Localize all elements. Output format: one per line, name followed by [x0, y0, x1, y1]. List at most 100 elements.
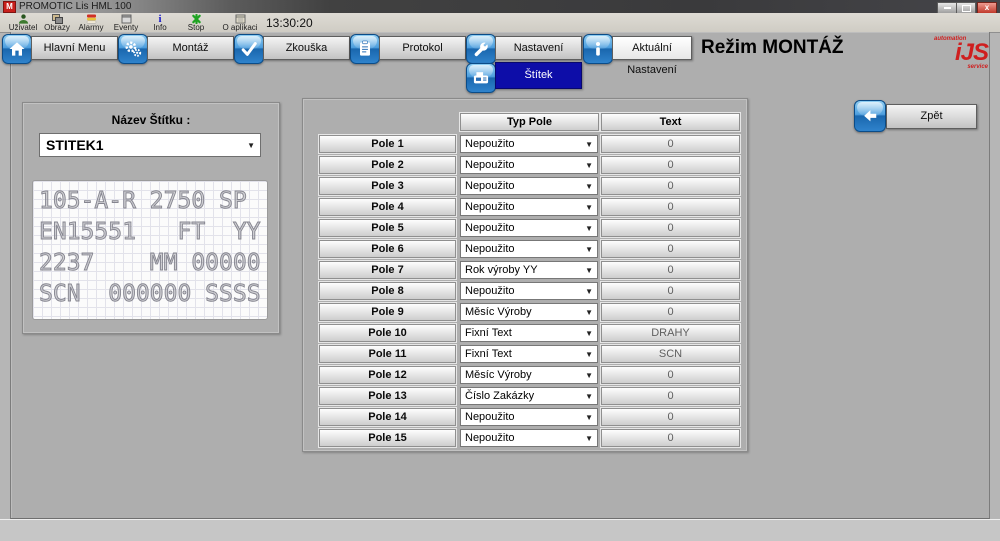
field-label-button[interactable]: Pole 6 — [319, 240, 456, 258]
table-row: Pole 7 Rok výroby YY ▼ 0 — [303, 261, 747, 279]
nav-hlavni-menu-button[interactable]: Hlavní Menu — [31, 36, 118, 60]
table-body: Pole 1 Nepoužito ▼ 0 Pole 2 Nepoužito ▼ … — [303, 135, 747, 450]
chevron-down-icon: ▼ — [585, 307, 593, 317]
events-icon — [103, 14, 149, 24]
nav-protokol-button[interactable]: Protokol — [379, 36, 466, 60]
field-text-input[interactable]: 0 — [601, 429, 740, 447]
field-type-dropdown[interactable]: Nepoužito ▼ — [460, 135, 598, 153]
field-type-value: Nepoužito — [465, 411, 515, 423]
toolbar-item-o-aplikaci[interactable]: O aplikaci — [212, 13, 268, 32]
nav-montaz-button[interactable]: Montáž — [147, 36, 234, 60]
maximize-icon — [961, 4, 971, 12]
field-type-dropdown[interactable]: Nepoužito ▼ — [460, 156, 598, 174]
field-label-button[interactable]: Pole 2 — [319, 156, 456, 174]
clipboard-icon[interactable] — [350, 34, 380, 64]
nav-zkouska-button[interactable]: Zkouška — [263, 36, 350, 60]
home-icon[interactable] — [2, 34, 32, 64]
field-type-dropdown[interactable]: Číslo Zakázky ▼ — [460, 387, 598, 405]
field-label-button[interactable]: Pole 11 — [319, 345, 456, 363]
field-text-input[interactable]: 0 — [601, 156, 740, 174]
toolbar-item-uzivatel[interactable]: Uživatel — [0, 13, 46, 32]
subtab-stitek[interactable]: Štítek — [495, 62, 582, 89]
column-header-typ-pole: Typ Pole — [460, 113, 599, 131]
field-label-button[interactable]: Pole 3 — [319, 177, 456, 195]
nav-nastaveni-button[interactable]: Nastavení — [495, 36, 582, 60]
toolbar: Uživatel Obrazy Alarmy Eventy i Info Sto… — [0, 13, 1000, 33]
table-row: Pole 15 Nepoužito ▼ 0 — [303, 429, 747, 447]
field-text-input[interactable]: DRAHY — [601, 324, 740, 342]
back-button[interactable]: Zpět — [886, 104, 977, 129]
field-text-input[interactable]: 0 — [601, 177, 740, 195]
field-type-dropdown[interactable]: Měsíc Výroby ▼ — [460, 366, 598, 384]
field-type-value: Nepoužito — [465, 432, 515, 444]
field-label-button[interactable]: Pole 14 — [319, 408, 456, 426]
field-type-value: Fixní Text — [465, 327, 512, 339]
field-type-value: Nepoužito — [465, 180, 515, 192]
field-text-input[interactable]: 0 — [601, 219, 740, 237]
field-label-button[interactable]: Pole 7 — [319, 261, 456, 279]
back-arrow-icon[interactable] — [854, 100, 886, 132]
toolbar-item-stop[interactable]: Stop — [173, 13, 219, 32]
table-row: Pole 8 Nepoužito ▼ 0 — [303, 282, 747, 300]
nav-aktualni-nastaveni-button[interactable]: Aktuální Nastavení — [612, 36, 692, 76]
images-icon — [34, 14, 80, 24]
field-type-value: Nepoužito — [465, 285, 515, 297]
gears-icon[interactable] — [118, 34, 148, 64]
field-text-input[interactable]: 0 — [601, 282, 740, 300]
toolbar-item-obrazy[interactable]: Obrazy — [34, 13, 80, 32]
label-name-select[interactable]: STITEK1 ▼ — [39, 133, 261, 157]
info-badge-icon[interactable] — [583, 34, 613, 64]
column-header-text: Text — [601, 113, 740, 131]
chevron-down-icon: ▼ — [247, 140, 255, 150]
field-label-button[interactable]: Pole 1 — [319, 135, 456, 153]
field-text-input[interactable]: SCN — [601, 345, 740, 363]
wrench-icon[interactable] — [466, 34, 496, 64]
field-label-button[interactable]: Pole 12 — [319, 366, 456, 384]
chevron-down-icon: ▼ — [585, 370, 593, 380]
field-type-dropdown[interactable]: Nepoužito ▼ — [460, 408, 598, 426]
field-text-input[interactable]: 0 — [601, 135, 740, 153]
field-text-input[interactable]: 0 — [601, 408, 740, 426]
field-text-input[interactable]: 0 — [601, 366, 740, 384]
field-label-button[interactable]: Pole 4 — [319, 198, 456, 216]
chevron-down-icon: ▼ — [585, 244, 593, 254]
field-type-value: Nepoužito — [465, 159, 515, 171]
field-text-input[interactable]: 0 — [601, 198, 740, 216]
field-label-button[interactable]: Pole 8 — [319, 282, 456, 300]
window-bottom-frame — [0, 519, 1000, 541]
field-text-input[interactable]: 0 — [601, 240, 740, 258]
label-preview: 105-A-R 2750 SP EN15551 FT YY 2237 MM 00… — [32, 180, 268, 320]
label-printer-icon[interactable] — [466, 63, 496, 93]
field-type-dropdown[interactable]: Nepoužito ▼ — [460, 240, 598, 258]
field-label-button[interactable]: Pole 9 — [319, 303, 456, 321]
check-icon[interactable] — [234, 34, 264, 64]
toolbar-item-alarmy[interactable]: Alarmy — [68, 13, 114, 32]
field-text-input[interactable]: 0 — [601, 303, 740, 321]
about-icon — [212, 14, 268, 24]
field-type-dropdown[interactable]: Nepoužito ▼ — [460, 177, 598, 195]
field-label-button[interactable]: Pole 5 — [319, 219, 456, 237]
field-type-dropdown[interactable]: Nepoužito ▼ — [460, 219, 598, 237]
field-text-input[interactable]: 0 — [601, 387, 740, 405]
toolbar-item-eventy[interactable]: Eventy — [103, 13, 149, 32]
field-type-dropdown[interactable]: Fixní Text ▼ — [460, 324, 598, 342]
field-label-button[interactable]: Pole 10 — [319, 324, 456, 342]
table-row: Pole 11 Fixní Text ▼ SCN — [303, 345, 747, 363]
field-type-dropdown[interactable]: Fixní Text ▼ — [460, 345, 598, 363]
field-type-dropdown[interactable]: Nepoužito ▼ — [460, 429, 598, 447]
field-label-button[interactable]: Pole 15 — [319, 429, 456, 447]
field-type-dropdown[interactable]: Měsíc Výroby ▼ — [460, 303, 598, 321]
title-bar: M PROMOTIC Lis HML 100 x — [0, 0, 1000, 14]
field-type-value: Nepoužito — [465, 222, 515, 234]
chevron-down-icon: ▼ — [585, 202, 593, 212]
field-type-dropdown[interactable]: Nepoužito ▼ — [460, 198, 598, 216]
toolbar-item-info[interactable]: i Info — [137, 13, 183, 32]
field-label-button[interactable]: Pole 13 — [319, 387, 456, 405]
stop-icon — [173, 14, 219, 24]
company-logo: automation iJS service — [930, 36, 989, 70]
field-text-input[interactable]: 0 — [601, 261, 740, 279]
table-row: Pole 3 Nepoužito ▼ 0 — [303, 177, 747, 195]
field-type-dropdown[interactable]: Nepoužito ▼ — [460, 282, 598, 300]
label-name-panel: Název Štítku : STITEK1 ▼ 105-A-R 2750 SP… — [22, 102, 280, 334]
field-type-dropdown[interactable]: Rok výroby YY ▼ — [460, 261, 598, 279]
